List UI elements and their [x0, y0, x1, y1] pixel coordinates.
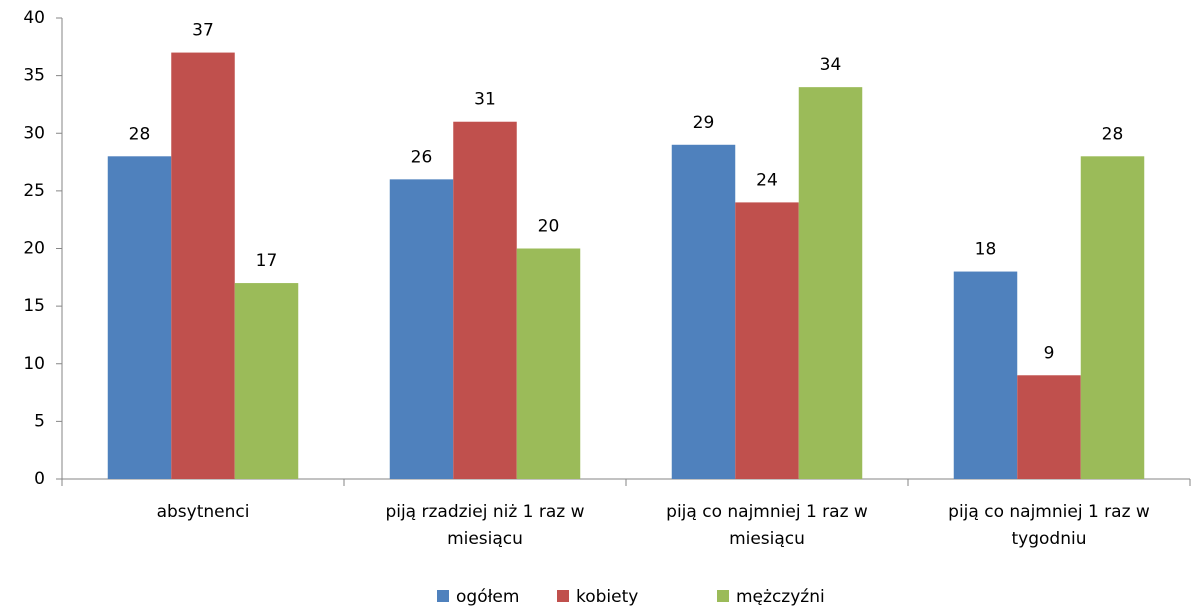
legend-label: ogółem — [456, 587, 519, 607]
y-tick-label: 10 — [23, 354, 45, 374]
y-tick-label: 20 — [23, 239, 45, 259]
data-label: 18 — [975, 240, 997, 260]
legend-swatch — [437, 590, 449, 602]
legend-label: kobiety — [576, 587, 638, 607]
data-label: 26 — [411, 147, 433, 167]
y-tick-label: 5 — [34, 411, 45, 431]
y-tick-label: 35 — [23, 66, 45, 86]
bar — [453, 121, 517, 479]
legend-label: mężczyźni — [736, 587, 825, 607]
data-label: 17 — [256, 251, 278, 271]
x-tick-label: absytnenci — [156, 502, 250, 522]
y-tick-label: 40 — [23, 8, 45, 28]
bar — [1080, 156, 1145, 480]
bar — [516, 248, 581, 479]
y-tick-label: 15 — [23, 296, 45, 316]
bar — [735, 202, 799, 479]
data-label: 24 — [756, 170, 778, 190]
x-tick-label: piją co najmniej 1 raz w tygodniu — [948, 502, 1150, 549]
data-label: 29 — [693, 113, 715, 133]
bar — [234, 283, 299, 479]
y-tick-label: 0 — [34, 469, 45, 489]
x-tick-label: piją co najmniej 1 raz w miesiącu — [666, 502, 868, 549]
bar — [953, 271, 1018, 479]
bar — [171, 52, 235, 479]
data-label: 34 — [820, 55, 842, 75]
data-label: 31 — [474, 90, 496, 110]
data-label: 37 — [192, 21, 214, 41]
bar — [1017, 375, 1081, 479]
data-label: 28 — [1102, 124, 1124, 144]
legend-swatch — [557, 590, 569, 602]
bar — [671, 144, 736, 479]
y-tick-label: 25 — [23, 181, 45, 201]
y-tick-label: 30 — [23, 123, 45, 143]
data-label: 28 — [129, 124, 151, 144]
x-tick-label: piją rzadziej niż 1 raz w miesiącu — [385, 502, 585, 549]
bar — [389, 179, 454, 479]
legend-swatch — [717, 590, 729, 602]
data-label: 9 — [1044, 343, 1055, 363]
bar — [798, 87, 863, 480]
bar — [107, 156, 172, 480]
data-label: 20 — [538, 217, 560, 237]
